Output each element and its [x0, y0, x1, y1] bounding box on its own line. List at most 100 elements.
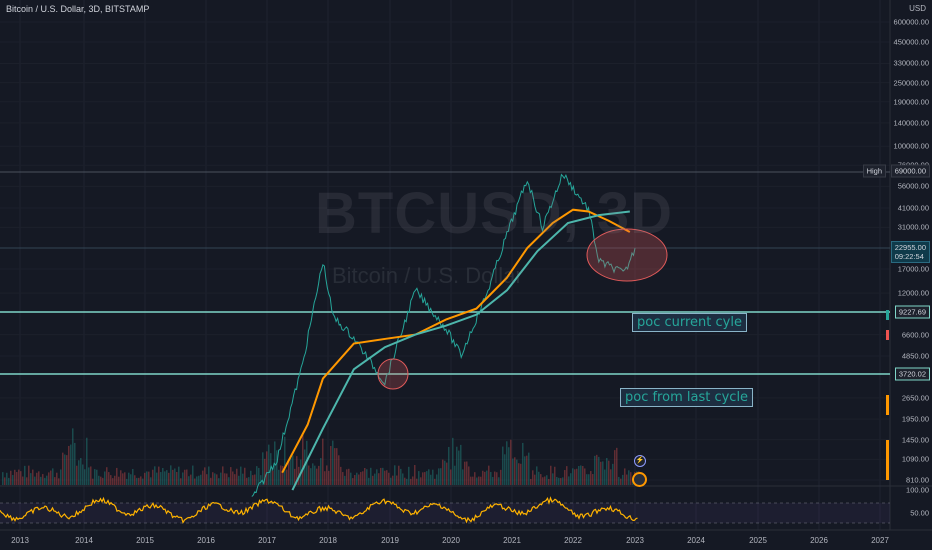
- volume-bar: [490, 471, 492, 485]
- volume-bar: [48, 472, 50, 485]
- volume-bar: [118, 476, 120, 485]
- volume-bar: [42, 474, 44, 485]
- volume-bar: [88, 467, 90, 485]
- volume-bar: [114, 475, 116, 485]
- volume-bar: [126, 478, 128, 485]
- volume-bar: [254, 474, 256, 485]
- volume-bar: [364, 467, 366, 485]
- volume-bar: [360, 472, 362, 485]
- volume-bar: [594, 455, 596, 485]
- volume-profile-bar: [886, 440, 889, 480]
- year-tick-label: 2018: [319, 536, 337, 545]
- volume-bar: [512, 458, 514, 485]
- flag-icon[interactable]: ⚡: [634, 455, 646, 467]
- volume-bar: [260, 475, 262, 485]
- volume-bar: [436, 474, 438, 485]
- volume-bar: [380, 467, 382, 485]
- volume-bar: [278, 469, 280, 485]
- volume-bar: [120, 470, 122, 485]
- volume-bar: [598, 456, 600, 485]
- year-tick-label: 2025: [749, 536, 767, 545]
- volume-bar: [606, 457, 608, 485]
- volume-bar: [572, 468, 574, 485]
- volume-bar: [4, 477, 6, 485]
- countdown-value: 09:22:54: [894, 252, 924, 261]
- volume-bar: [178, 466, 180, 485]
- oscillator-tick-label: 100.00: [906, 485, 929, 495]
- volume-bar: [548, 478, 550, 485]
- volume-bar: [182, 472, 184, 485]
- price-tick-label: 12000.00: [897, 288, 929, 298]
- volume-bar: [258, 467, 260, 485]
- volume-bar: [70, 444, 72, 485]
- current-price-tag: 22955.00 09:22:54: [890, 241, 930, 263]
- price-tick-label: 600000.00: [893, 17, 929, 27]
- year-tick-label: 2014: [75, 536, 93, 545]
- volume-bar: [284, 436, 286, 485]
- volume-bar: [268, 444, 270, 485]
- volume-bar: [98, 475, 100, 485]
- volume-bar: [498, 477, 500, 485]
- volume-bar: [190, 474, 192, 485]
- volume-bar: [192, 465, 194, 485]
- volume-bar: [528, 452, 530, 485]
- highlight-ellipse-2022: [586, 228, 668, 282]
- volume-bar: [12, 475, 14, 485]
- volume-bar: [348, 468, 350, 485]
- volume-bar: [630, 472, 632, 485]
- volume-bar: [526, 455, 528, 485]
- volume-bar: [250, 470, 252, 485]
- volume-bar: [338, 455, 340, 485]
- volume-bar: [520, 463, 522, 485]
- volume-bar: [506, 441, 508, 485]
- volume-bar: [196, 476, 198, 485]
- volume-bar: [68, 445, 70, 485]
- volume-bar: [368, 477, 370, 485]
- volume-bar: [424, 472, 426, 485]
- year-tick-label: 2016: [197, 536, 215, 545]
- volume-bar: [116, 467, 118, 485]
- volume-bar: [410, 478, 412, 485]
- volume-profile-bar: [886, 330, 889, 340]
- oscillator-line: [0, 496, 638, 524]
- volume-bar: [44, 477, 46, 485]
- volume-bar: [478, 476, 480, 485]
- volume-bar: [626, 474, 628, 485]
- volume-bar: [428, 469, 430, 485]
- volume-bar: [292, 455, 294, 485]
- annotation-poc-current[interactable]: poc current cyle: [632, 313, 747, 332]
- annotation-poc-last[interactable]: poc from last cycle: [620, 388, 754, 407]
- volume-bar: [356, 472, 358, 485]
- volume-bar: [148, 471, 150, 485]
- volume-bar: [612, 463, 614, 485]
- volume-bar: [562, 477, 564, 485]
- volume-bar: [352, 478, 354, 485]
- volume-bar: [492, 476, 494, 485]
- volume-bar: [240, 466, 242, 485]
- volume-bar: [136, 477, 138, 485]
- volume-bar: [620, 478, 622, 485]
- volume-bar: [344, 475, 346, 485]
- volume-bar: [566, 466, 568, 485]
- volume-bar: [322, 438, 324, 485]
- volume-bar: [26, 477, 28, 485]
- volume-bar: [22, 476, 24, 485]
- volume-bar: [66, 455, 68, 485]
- volume-bar: [474, 472, 476, 485]
- high-label-tag: High: [862, 164, 886, 178]
- volume-bar: [152, 469, 154, 485]
- volume-bar: [34, 476, 36, 485]
- volume-bar: [440, 468, 442, 485]
- event-icon[interactable]: [632, 472, 647, 487]
- volume-bar: [202, 470, 204, 485]
- volume-bar: [522, 442, 524, 485]
- volume-bar: [550, 465, 552, 485]
- volume-bar: [394, 465, 396, 485]
- volume-bar: [200, 474, 202, 485]
- volume-bar: [132, 468, 134, 485]
- poc-horizontal-lines: [0, 171, 890, 375]
- volume-bar: [232, 471, 234, 485]
- volume-bar: [46, 475, 48, 485]
- volume-bar: [64, 454, 66, 485]
